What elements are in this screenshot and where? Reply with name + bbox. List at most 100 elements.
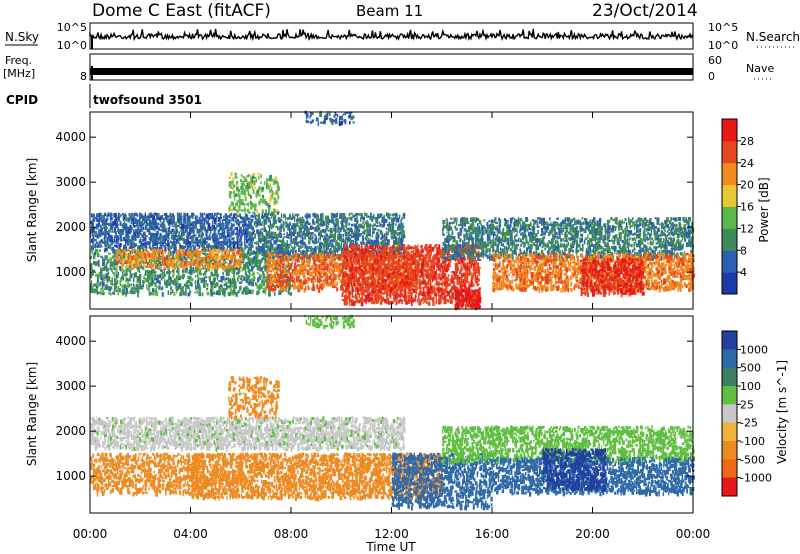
data-cell (351, 279, 352, 283)
data-cell (239, 265, 242, 268)
data-cell (214, 213, 216, 216)
data-cell (403, 255, 406, 258)
data-cell (282, 282, 284, 286)
data-cell (248, 202, 249, 206)
data-cell (111, 283, 113, 286)
data-cell (342, 259, 343, 261)
data-cell (357, 287, 358, 291)
data-cell (251, 282, 254, 287)
data-cell (164, 274, 166, 277)
data-cell (216, 282, 219, 286)
data-cell (379, 222, 380, 226)
data-cell (197, 261, 199, 265)
data-cell (102, 286, 104, 289)
data-cell (234, 213, 236, 216)
data-cell (106, 284, 108, 288)
data-cell (353, 121, 355, 123)
nave-label: Nave (746, 62, 774, 75)
data-cell (182, 286, 184, 289)
data-cell (366, 213, 368, 215)
data-cell (247, 280, 249, 283)
data-cell (158, 228, 161, 231)
data-cell (119, 243, 122, 246)
data-cell (273, 255, 275, 259)
data-cell (202, 233, 204, 237)
data-cell (240, 231, 243, 235)
data-cell (268, 264, 271, 267)
data-cell (216, 266, 218, 271)
data-cell (317, 218, 319, 222)
data-cell (209, 245, 212, 247)
data-cell (106, 263, 107, 268)
data-cell (399, 283, 401, 285)
data-cell (111, 214, 112, 216)
data-cell (401, 255, 403, 258)
data-cell (205, 263, 207, 266)
data-cell (265, 240, 267, 242)
data-cell (308, 222, 310, 224)
data-cell (266, 183, 269, 185)
data-cell (130, 251, 132, 254)
data-cell (131, 273, 133, 275)
data-cell (333, 222, 334, 225)
data-cell (361, 299, 363, 302)
data-cell (185, 261, 188, 264)
data-cell (305, 221, 307, 226)
data-cell (349, 213, 351, 216)
data-cell (231, 213, 233, 216)
data-cell (343, 265, 344, 267)
data-cell (201, 262, 202, 265)
data-cell (110, 257, 113, 261)
data-cell (98, 260, 100, 265)
data-cell (190, 246, 192, 249)
data-cell (317, 223, 319, 228)
data-cell (243, 264, 245, 268)
data-cell (219, 219, 221, 223)
data-cell (261, 267, 263, 271)
data-cell (329, 240, 331, 244)
data-cell (165, 239, 167, 241)
data-cell (139, 269, 140, 273)
data-cell (249, 257, 251, 262)
data-cell (208, 263, 209, 267)
data-cell (95, 239, 97, 241)
data-cell (391, 219, 393, 224)
freq-strip-frame (90, 54, 693, 80)
data-cell (309, 278, 311, 281)
data-cell (303, 272, 305, 276)
data-cell (264, 276, 267, 280)
data-cell (371, 301, 373, 304)
data-cell (265, 209, 267, 213)
data-cell (244, 207, 245, 211)
data-cell (106, 227, 108, 229)
data-cell (162, 239, 163, 243)
data-cell (179, 284, 181, 286)
data-cell (179, 265, 181, 268)
data-cell (332, 282, 334, 286)
data-cell (171, 257, 173, 260)
data-cell (121, 284, 124, 287)
data-cell (173, 269, 174, 274)
data-cell (300, 246, 302, 249)
data-cell (355, 253, 357, 256)
data-cell (108, 278, 110, 281)
data-cell (163, 218, 165, 223)
data-cell (235, 203, 238, 207)
data-cell (315, 254, 317, 258)
data-cell (361, 272, 363, 276)
data-cell (102, 274, 105, 278)
data-cell (108, 268, 110, 272)
data-cell (316, 284, 318, 288)
data-cell (306, 225, 308, 230)
data-cell (227, 241, 228, 245)
data-cell (306, 246, 308, 248)
data-cell (123, 237, 125, 241)
data-cell (194, 225, 197, 229)
data-cell (321, 265, 323, 268)
data-cell (260, 173, 261, 178)
data-cell (216, 270, 218, 274)
data-cell (123, 259, 125, 264)
data-cell (249, 249, 251, 251)
data-cell (393, 217, 395, 221)
data-cell (157, 257, 158, 261)
